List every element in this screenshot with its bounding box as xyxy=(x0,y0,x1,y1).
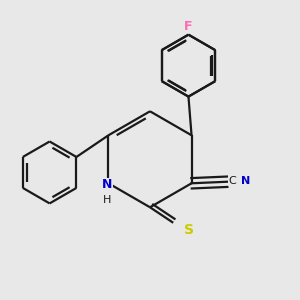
Text: N: N xyxy=(241,176,250,186)
Text: N: N xyxy=(102,178,112,191)
Text: C: C xyxy=(229,176,236,186)
Text: H: H xyxy=(103,195,111,205)
Text: S: S xyxy=(184,224,194,238)
Text: F: F xyxy=(184,20,193,32)
